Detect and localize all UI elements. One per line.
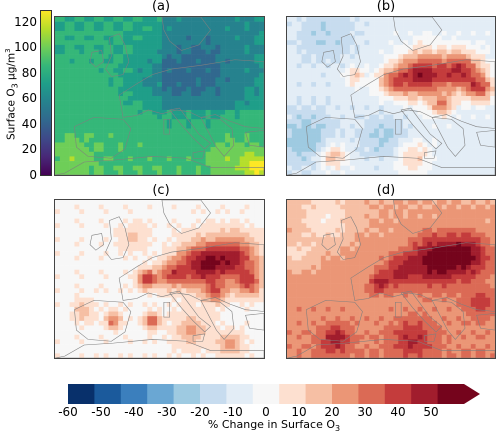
colorbar-segment [358,384,385,404]
percent-change-tick: -60 [53,405,83,419]
colorbar-segment [147,384,174,404]
ozone-colorbar-tick: 0 [13,168,37,182]
percent-change-tick: -40 [119,405,149,419]
colorbar-segment [253,384,280,404]
ozone-colorbar-tick: 20 [13,142,37,156]
colorbar-segment [94,384,121,404]
panel-b-change-map [286,16,496,176]
colorbar-segment [332,384,359,404]
colorbar-segment [121,384,148,404]
percent-change-tick: 40 [383,405,413,419]
panel-a-title: (a) [146,0,176,14]
colorbar-segment [68,384,95,404]
panel-a-ozone-map [54,16,265,176]
ozone-colorbar-label: Surface O3 µg/m3 [4,48,20,140]
panel-b-title: (b) [371,0,401,14]
percent-change-tick: 50 [416,405,446,419]
percent-change-tick: -30 [152,405,182,419]
percent-change-tick: 30 [350,405,380,419]
percent-change-tick: -10 [218,405,248,419]
panel-d-title: (d) [371,183,401,198]
colorbar-segment [385,384,412,404]
colorbar-segment [411,384,438,404]
colorbar-segment [226,384,253,404]
percent-change-tick: 10 [284,405,314,419]
panel-d-change-map [286,199,496,359]
colorbar-segment [438,384,480,404]
colorbar-segment [200,384,227,404]
percent-change-tick: -50 [86,405,116,419]
colorbar-segment [306,384,333,404]
panel-c-change-map [54,199,265,359]
ozone-concentration-colorbar [40,10,52,176]
percent-change-tick: 20 [317,405,347,419]
ozone-colorbar-tick: 120 [13,15,37,29]
percent-change-tick: -20 [185,405,215,419]
percent-change-colorbar [68,384,480,404]
panel-c-title: (c) [146,183,176,198]
percent-change-colorbar-label: % Change in Surface O3 [68,418,480,433]
colorbar-segment [279,384,306,404]
colorbar-segment [174,384,201,404]
percent-change-tick: 0 [251,405,281,419]
